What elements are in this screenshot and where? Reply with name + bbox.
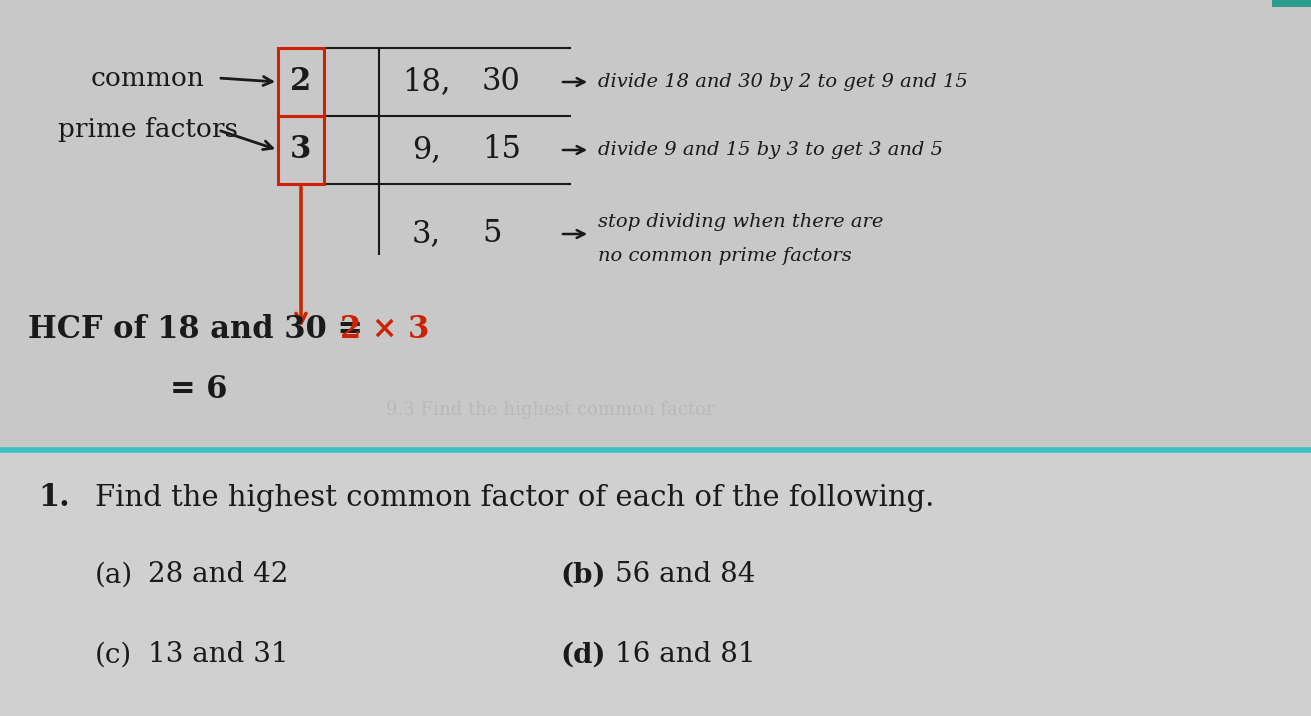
- Text: (c): (c): [94, 642, 132, 669]
- Text: 5: 5: [482, 218, 502, 249]
- Bar: [0, 450, 1311, 716]
- Text: 56 and 84: 56 and 84: [615, 561, 755, 589]
- Text: 16 and 81: 16 and 81: [615, 642, 755, 669]
- Bar: [1272, 0, 1311, 7]
- Text: 28 and 42: 28 and 42: [148, 561, 288, 589]
- Text: 9,: 9,: [412, 135, 440, 165]
- Text: 1.: 1.: [38, 483, 69, 513]
- Text: HCF of 18 and 30 =: HCF of 18 and 30 =: [28, 314, 374, 346]
- Text: (a): (a): [94, 561, 134, 589]
- Text: = 6: = 6: [170, 374, 227, 405]
- Text: 13 and 31: 13 and 31: [148, 642, 288, 669]
- Text: common: common: [90, 65, 205, 90]
- Text: 18,: 18,: [402, 67, 451, 97]
- Text: divide 9 and 15 by 3 to get 3 and 5: divide 9 and 15 by 3 to get 3 and 5: [598, 141, 943, 159]
- Text: (b): (b): [560, 561, 606, 589]
- Text: divide 18 and 30 by 2 to get 9 and 15: divide 18 and 30 by 2 to get 9 and 15: [598, 73, 968, 91]
- Text: prime factors: prime factors: [58, 117, 239, 142]
- Text: (d): (d): [560, 642, 606, 669]
- Text: 3: 3: [290, 135, 312, 165]
- Text: stop dividing when there are: stop dividing when there are: [598, 213, 884, 231]
- Text: 3,: 3,: [412, 218, 440, 249]
- Bar: [278, 48, 324, 116]
- Text: no common prime factors: no common prime factors: [598, 247, 852, 265]
- Text: 15: 15: [482, 135, 520, 165]
- Text: 2 × 3: 2 × 3: [340, 314, 430, 346]
- Text: 9.3 Find the highest common factor: 9.3 Find the highest common factor: [385, 401, 714, 419]
- Text: Find the highest common factor of each of the following.: Find the highest common factor of each o…: [94, 484, 935, 512]
- Text: 30: 30: [482, 67, 520, 97]
- Text: 2: 2: [290, 67, 312, 97]
- Bar: [278, 116, 324, 184]
